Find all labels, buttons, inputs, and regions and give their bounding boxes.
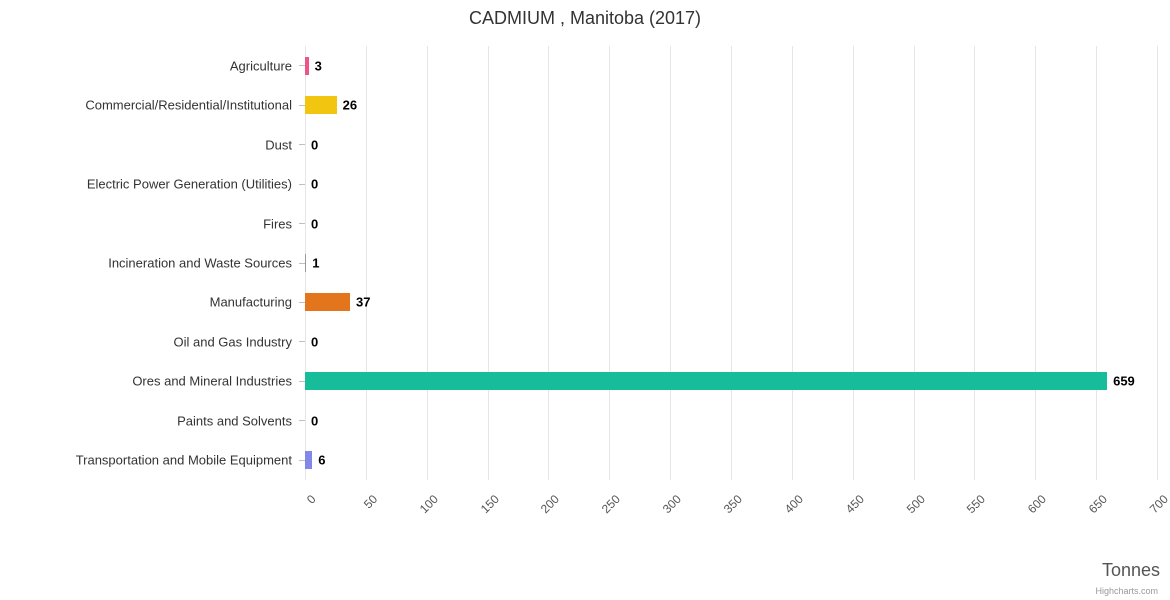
x-axis-tick-label: 450	[842, 492, 867, 517]
bar-value-label: 3	[314, 58, 322, 74]
category-label: Commercial/Residential/Institutional	[85, 97, 292, 113]
category-tick-mark	[299, 183, 305, 185]
bar-value-label: 659	[1113, 373, 1135, 389]
x-axis-tick-label: 550	[964, 492, 989, 517]
x-axis-tick-label: 500	[903, 492, 928, 517]
grid-line	[609, 46, 611, 480]
category-label: Transportation and Mobile Equipment	[75, 452, 292, 468]
category-label: Fires	[263, 216, 292, 232]
chart-title: CADMIUM , Manitoba (2017)	[468, 8, 702, 28]
x-axis-tick-label: 650	[1085, 492, 1111, 517]
grid-line	[365, 46, 367, 480]
x-axis-tick-label: 600	[1025, 492, 1050, 517]
category-tick-mark	[299, 380, 305, 382]
category-label: Agriculture	[229, 58, 292, 74]
grid-line	[913, 46, 915, 480]
category-tick-mark	[299, 301, 305, 303]
x-axis-tick-label: 350	[720, 492, 745, 517]
bar[interactable]	[305, 451, 313, 470]
category-tick-mark	[299, 420, 305, 422]
category-tick-mark	[299, 459, 305, 461]
bar-value-label: 0	[311, 137, 319, 153]
bar[interactable]	[305, 254, 307, 272]
grid-line	[852, 46, 854, 480]
x-axis-tick-label: 150	[477, 492, 502, 517]
grid-line	[670, 46, 672, 480]
grid-line	[731, 46, 732, 480]
x-axis-tick-label: 400	[781, 492, 806, 517]
category-tick-mark	[299, 65, 305, 67]
grid-line	[1096, 46, 1098, 480]
grid-line	[1035, 46, 1037, 480]
category-label: Manufacturing	[209, 294, 292, 310]
category-label: Oil and Gas Industry	[173, 334, 293, 350]
bar-value-label: 0	[311, 334, 319, 350]
category-label: Dust	[265, 137, 292, 153]
grid-line	[487, 46, 489, 480]
category-tick-mark	[299, 104, 305, 106]
bar-value-label: 0	[311, 216, 319, 232]
bar-value-label: 0	[311, 176, 319, 192]
bar[interactable]	[305, 372, 1108, 391]
category-tick-mark	[299, 223, 305, 225]
x-axis-tick-label: 300	[659, 492, 685, 517]
grid-line	[974, 46, 976, 480]
grid-line	[791, 46, 793, 480]
grid-line	[548, 46, 550, 480]
grid-line	[1157, 46, 1158, 480]
x-axis-tick-label: 100	[416, 492, 441, 517]
bar[interactable]	[305, 293, 351, 312]
category-tick-mark	[299, 262, 305, 264]
x-axis-tick-label: 250	[599, 492, 624, 517]
bar-value-label: 0	[311, 413, 319, 429]
bar-value-label: 26	[342, 97, 358, 113]
x-axis-tick-label: 50	[360, 492, 380, 512]
category-tick-mark	[299, 341, 305, 343]
grid-line	[426, 46, 428, 480]
x-axis-tick-label: 200	[538, 492, 563, 517]
x-axis-title: Tonnes	[1101, 560, 1160, 580]
x-axis-tick-label: 700	[1146, 492, 1170, 517]
bar[interactable]	[305, 56, 309, 75]
bar-value-label: 1	[312, 255, 320, 271]
x-axis-tick-label: 0	[304, 492, 319, 507]
bar-value-label: 6	[318, 452, 326, 468]
category-label: Paints and Solvents	[177, 413, 292, 429]
highcharts-credit-link[interactable]: Highcharts.com	[1095, 586, 1158, 596]
category-tick-mark	[299, 144, 305, 146]
bar[interactable]	[305, 96, 337, 115]
category-label: Ores and Mineral Industries	[132, 373, 292, 389]
category-label: Incineration and Waste Sources	[108, 255, 292, 271]
bar-value-label: 37	[356, 294, 371, 310]
category-label: Electric Power Generation (Utilities)	[86, 176, 292, 192]
